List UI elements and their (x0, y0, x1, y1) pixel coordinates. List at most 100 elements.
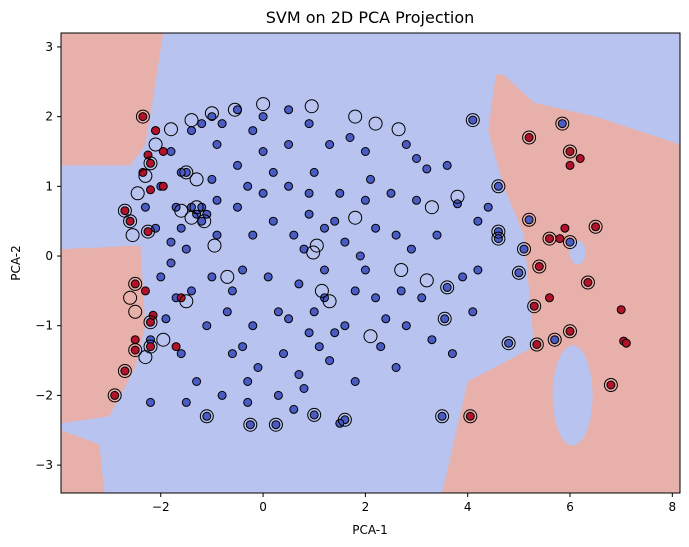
y-tick-label: 2 (45, 110, 53, 124)
data-point-negative (258, 112, 268, 122)
data-point-negative (197, 216, 207, 226)
support-vector-ring (450, 189, 465, 204)
support-vector-ring (307, 407, 322, 422)
support-vector-ring (491, 224, 506, 239)
data-point-negative (468, 307, 478, 317)
data-point-negative (238, 265, 248, 275)
data-point-positive (591, 222, 601, 232)
data-point-negative (304, 328, 314, 338)
data-point-negative (299, 384, 309, 393)
support-vector-ring (123, 290, 138, 305)
data-point-negative (309, 410, 319, 420)
support-vector-ring (243, 417, 258, 432)
data-point-negative (468, 115, 478, 125)
data-point-negative (243, 397, 253, 407)
support-vector-ring (309, 238, 324, 253)
data-point-negative (192, 377, 202, 386)
data-point-positive (465, 411, 475, 421)
data-point-positive (146, 158, 155, 168)
support-vector-ring (128, 304, 143, 319)
support-vector-ring (314, 283, 329, 298)
data-point-negative (187, 202, 196, 212)
data-point-negative (458, 272, 468, 282)
data-point-positive (151, 126, 161, 136)
data-point-negative (401, 140, 411, 149)
x-axis-label: PCA-1 (352, 523, 388, 537)
data-point-negative (212, 140, 222, 149)
data-point-negative (197, 119, 207, 129)
data-point-negative (268, 167, 278, 177)
data-point-negative (360, 265, 370, 275)
support-vector-ring (130, 186, 145, 201)
data-point-positive (555, 234, 565, 244)
data-point-negative (442, 160, 452, 170)
support-vector-ring (227, 102, 242, 117)
data-point-negative (197, 202, 207, 212)
data-point-negative (376, 342, 386, 352)
support-vector-ring (204, 106, 219, 121)
data-point-negative (314, 342, 324, 352)
negative-island-large (552, 345, 593, 446)
support-vector-ring (532, 259, 547, 274)
support-vector-ring (164, 122, 178, 137)
support-vector-ring (156, 332, 171, 347)
data-point-negative (519, 244, 529, 254)
positive-region-left-top-corner (61, 33, 164, 166)
support-vector-ring (501, 336, 516, 351)
data-point-negative (504, 338, 514, 348)
x-tick-label: 6 (566, 500, 574, 514)
data-point-negative (417, 293, 427, 303)
data-point-negative (273, 307, 283, 317)
support-vector-ring (517, 242, 531, 257)
y-tick-label: −2 (35, 388, 53, 402)
support-vector-ring (547, 332, 562, 347)
data-point-negative (227, 286, 237, 296)
support-vector-ring (465, 113, 480, 128)
data-point-negative (207, 174, 217, 184)
data-point-negative (284, 140, 294, 149)
support-vector-ring (563, 144, 577, 159)
data-point-negative (243, 181, 253, 191)
data-point-positive (560, 223, 570, 233)
data-point-negative (279, 349, 288, 359)
x-tick-label: −2 (152, 500, 170, 514)
support-vector-ring (542, 231, 557, 246)
support-vector-ring (128, 343, 143, 358)
data-point-negative (202, 411, 212, 421)
data-point-positive (138, 112, 148, 122)
data-point-negative (557, 119, 567, 129)
support-vector-ring (603, 378, 618, 392)
data-point-negative (371, 223, 381, 233)
data-point-negative (248, 321, 258, 331)
data-point-negative (176, 349, 186, 359)
data-point-negative (187, 286, 196, 296)
data-point-positive (158, 181, 168, 191)
support-vector-ring (391, 122, 406, 137)
data-point-negative (294, 370, 304, 379)
support-vector-ring (256, 97, 271, 112)
data-point-negative (309, 167, 319, 177)
data-point-negative (386, 188, 396, 198)
data-point-negative (212, 195, 222, 205)
support-vector-ring (148, 137, 163, 152)
data-point-positive (143, 227, 153, 237)
data-point-negative (366, 174, 375, 184)
support-vector-ring (197, 214, 212, 229)
data-point-negative (447, 349, 457, 359)
support-vector-ring (189, 172, 204, 187)
data-point-positive (125, 216, 135, 226)
plot-area (61, 33, 680, 493)
data-point-negative (146, 397, 155, 407)
y-tick-label: −1 (35, 319, 53, 333)
positive-region-bottom-left (61, 430, 105, 493)
data-point-negative (176, 223, 186, 233)
positive-region-right-side (442, 74, 680, 493)
data-point-positive (575, 154, 585, 163)
data-point-negative (245, 420, 255, 430)
support-vector-ring (141, 224, 155, 239)
data-point-negative (335, 188, 345, 198)
chart-title: SVM on 2D PCA Projection (266, 8, 475, 27)
support-vector-ring (207, 238, 222, 253)
data-point-negative (207, 112, 217, 122)
support-vector-ring (199, 409, 214, 424)
